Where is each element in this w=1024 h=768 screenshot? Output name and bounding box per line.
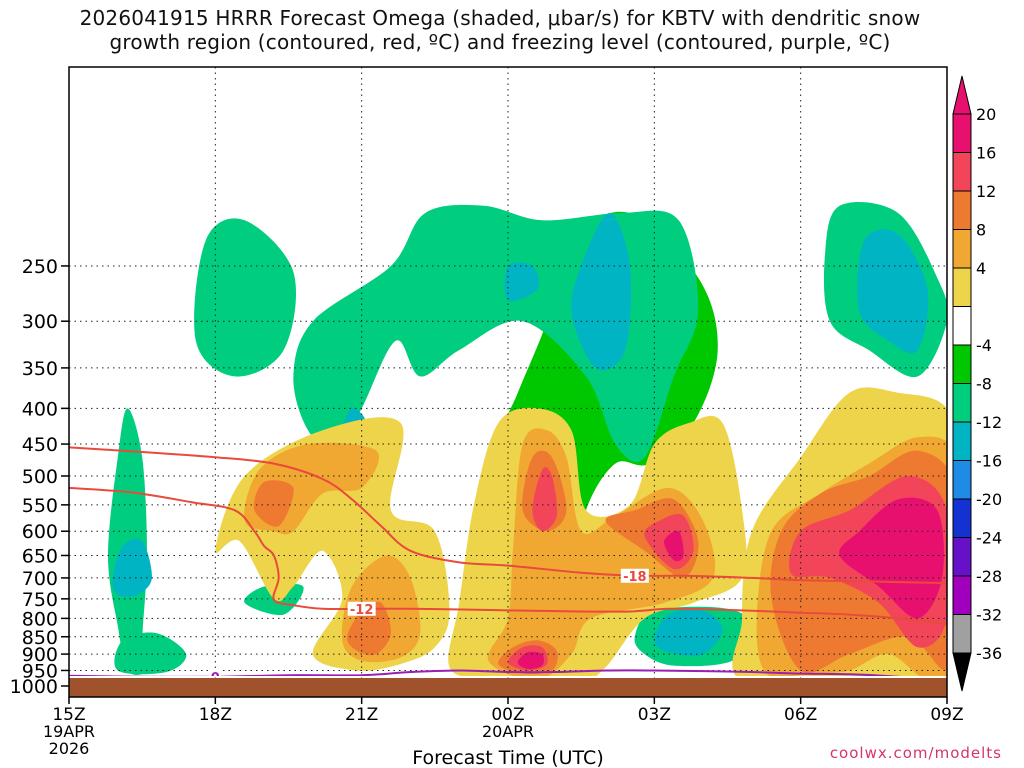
colorbar-segment-11	[952, 537, 972, 577]
omega-region-12-27	[346, 601, 391, 656]
contour-label-bg--12	[347, 601, 376, 616]
watermark: coolwx.com/modelts	[829, 744, 1002, 762]
colorbar-label--8: -8	[976, 375, 992, 394]
colorbar-label--36: -36	[976, 644, 1002, 663]
x-tick-label-06Z: 06Z	[784, 705, 817, 725]
y-tick-label-600: 600	[22, 521, 58, 543]
colorbar-label--16: -16	[976, 452, 1002, 471]
contour-label-bg--18	[620, 568, 649, 583]
y-tick-label-1000: 1000	[10, 676, 58, 698]
contour-line--18	[69, 446, 947, 585]
colorbar-segment-10	[952, 498, 972, 538]
x-tick-sublabel-2026: 2026	[49, 739, 90, 758]
x-tick-sublabel-19APR: 19APR	[43, 722, 95, 741]
colorbar-label--12: -12	[976, 413, 1002, 432]
colorbar-label-8: 8	[976, 221, 986, 240]
omega-region-12-26	[253, 480, 294, 527]
temperature-contours: -18 -12 0	[69, 446, 947, 686]
omega-region-20-38	[839, 497, 944, 619]
omega-region--12-13	[504, 262, 539, 302]
colorbar-segment-1	[952, 152, 972, 192]
x-tick-label-18Z: 18Z	[199, 705, 232, 725]
y-tick-label-550: 550	[22, 495, 58, 517]
contour-label--12: -12	[350, 603, 374, 618]
colorbar-label--28: -28	[976, 567, 1002, 586]
colorbar-label--20: -20	[976, 490, 1002, 509]
colorbar-segment-9	[952, 460, 972, 500]
colorbar-top-arrow	[952, 75, 972, 115]
colorbar-label--32: -32	[976, 606, 1002, 625]
y-tick-label-500: 500	[22, 466, 58, 488]
colorbar-label--24: -24	[976, 529, 1002, 548]
y-tick-label-300: 300	[22, 311, 58, 333]
colorbar-segment-8	[952, 421, 972, 461]
pressure-axis: 2503003504004505005506006507007508008509…	[10, 256, 69, 698]
chart-title: 2026041915 HRRR Forecast Omega (shaded, …	[0, 6, 1000, 54]
omega-region--12-10	[112, 538, 152, 597]
y-tick-label-400: 400	[22, 398, 58, 420]
x-tick-label-03Z: 03Z	[638, 705, 671, 725]
contour-label-0: 0	[211, 671, 220, 686]
colorbar-segment-4	[952, 267, 972, 307]
contour-label--18: -18	[623, 570, 647, 585]
colorbar-label--4: -4	[976, 336, 992, 355]
y-tick-label-750: 750	[22, 589, 58, 611]
colorbar-label-4: 4	[976, 259, 986, 278]
colorbar-segment-12	[952, 575, 972, 615]
omega-region-16-33	[532, 467, 558, 532]
colorbar: 20 16 12 8 4 -4 -8 -12 -16 -20 -24 -28 -32 -36	[952, 75, 1002, 692]
y-tick-label-950: 950	[22, 660, 58, 682]
colorbar-segment-5	[952, 306, 972, 346]
y-tick-label-650: 650	[22, 545, 58, 567]
y-tick-label-250: 250	[22, 256, 58, 278]
x-tick-label-15Z: 15Z	[52, 705, 85, 725]
y-tick-label-850: 850	[22, 627, 58, 649]
colorbar-segment-6	[952, 344, 972, 384]
omega-region--8-4	[114, 632, 187, 675]
colorbar-segment-7	[952, 383, 972, 423]
contour-label-bg-0	[209, 669, 222, 676]
colorbar-label-16: 16	[976, 144, 996, 163]
x-axis-label: Forecast Time (UTC)	[412, 747, 603, 768]
x-tick-label-21Z: 21Z	[345, 705, 378, 725]
colorbar-label-12: 12	[976, 182, 996, 201]
y-tick-label-800: 800	[22, 608, 58, 630]
y-tick-label-350: 350	[22, 358, 58, 380]
y-tick-label-450: 450	[22, 434, 58, 456]
colorbar-segment-0	[952, 113, 972, 153]
omega-region--12-14	[654, 609, 723, 656]
omega-region-20-36	[517, 651, 544, 670]
ground-surface	[69, 678, 947, 697]
omega-region-20-37	[664, 530, 684, 562]
y-tick-label-900: 900	[22, 644, 58, 666]
x-tick-label-09Z: 09Z	[930, 705, 963, 725]
contour-line--12	[69, 486, 947, 625]
omega-region--12-12	[571, 212, 632, 371]
colorbar-label-20: 20	[976, 105, 996, 124]
omega-shading	[108, 202, 947, 676]
contour-line-0	[69, 669, 901, 676]
colorbar-segment-3	[952, 229, 972, 269]
omega-region--8-2	[194, 218, 297, 377]
chart-title-line1: 2026041915 HRRR Forecast Omega (shaded, …	[79, 6, 921, 30]
x-tick-sublabel-20APR: 20APR	[482, 722, 534, 741]
y-tick-label-700: 700	[22, 568, 58, 590]
chart-title-line2: growth region (contoured, red, ºC) and f…	[109, 30, 891, 54]
colorbar-bottom-arrow	[952, 652, 972, 692]
x-tick-label-00Z: 00Z	[491, 705, 524, 725]
colorbar-segment-2	[952, 190, 972, 230]
omega-region--12-16	[857, 229, 929, 354]
colorbar-segment-13	[952, 614, 972, 654]
